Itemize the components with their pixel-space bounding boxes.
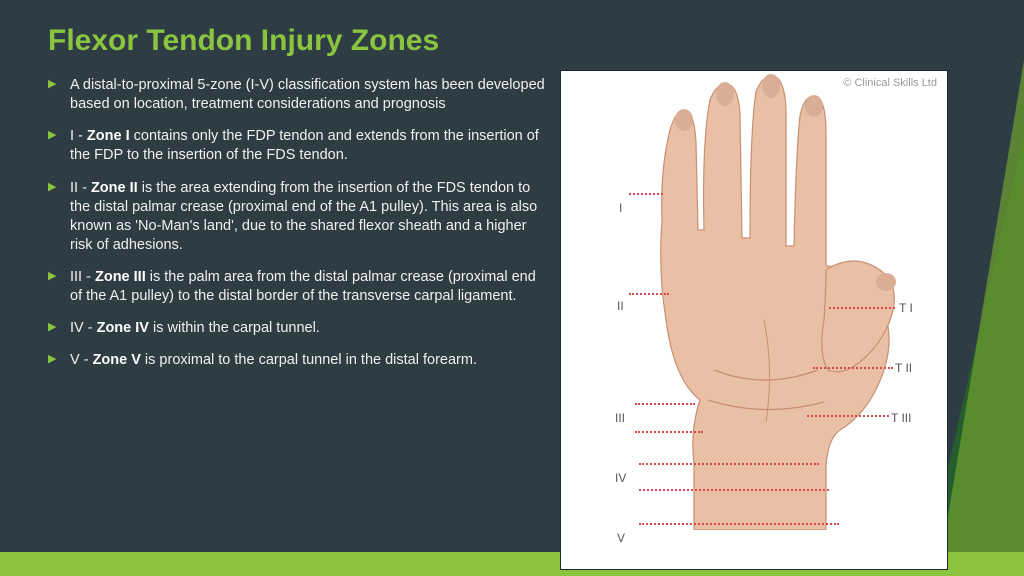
zone-boundary-line xyxy=(635,403,695,405)
bullet-list: A distal-to-proximal 5-zone (I-V) classi… xyxy=(48,76,546,371)
zone-boundary-line xyxy=(629,293,669,295)
zone-label: T I xyxy=(899,301,913,315)
zone-label: T III xyxy=(891,411,911,425)
list-item: IV - Zone IV is within the carpal tunnel… xyxy=(48,319,546,338)
zone-boundary-line xyxy=(813,367,893,369)
slide-content: Flexor Tendon Injury Zones A distal-to-p… xyxy=(0,0,1024,576)
hand-illustration xyxy=(604,70,904,530)
zone-boundary-line xyxy=(639,523,839,525)
hand-diagram: © Clinical Skills Ltd IIIIIIIVV xyxy=(560,70,948,570)
zone-label: I xyxy=(619,201,622,215)
zone-boundary-line xyxy=(629,193,663,195)
zone-boundary-line xyxy=(807,415,889,417)
list-item: V - Zone V is proximal to the carpal tun… xyxy=(48,351,546,370)
zone-boundary-line xyxy=(639,489,829,491)
list-item: II - Zone II is the area extending from … xyxy=(48,179,546,256)
zone-label: IV xyxy=(615,471,626,485)
zone-boundary-line xyxy=(635,431,703,433)
zone-label: III xyxy=(615,411,625,425)
bullet-list-column: A distal-to-proximal 5-zone (I-V) classi… xyxy=(48,76,546,570)
zone-label: II xyxy=(617,299,624,313)
zone-label: V xyxy=(617,531,625,545)
list-item: A distal-to-proximal 5-zone (I-V) classi… xyxy=(48,76,546,114)
list-item: III - Zone III is the palm area from the… xyxy=(48,268,546,306)
zone-boundary-line xyxy=(639,463,819,465)
slide-title: Flexor Tendon Injury Zones xyxy=(48,24,988,58)
list-item: I - Zone I contains only the FDP tendon … xyxy=(48,127,546,165)
zone-label: T II xyxy=(895,361,912,375)
zone-boundary-line xyxy=(829,307,895,309)
